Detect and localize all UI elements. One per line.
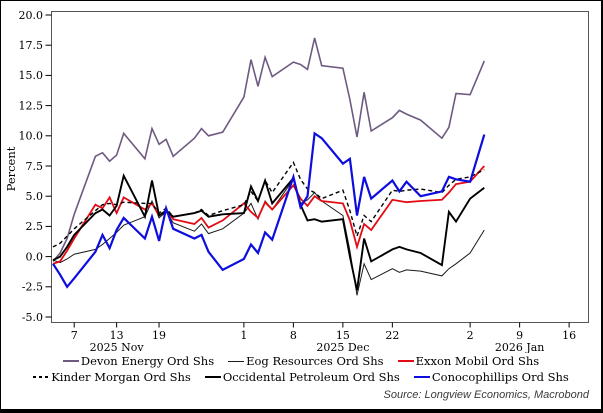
source-note: Source: Longview Economics, Macrobond [383,389,589,401]
y-tick-label: -5.0 [22,311,43,324]
y-tick-label: 7.5 [26,160,44,173]
x-tick-label: 22 [385,329,399,342]
x-tick-label: 15 [336,329,350,342]
legend-swatch-exxon-mobil-ord-shs [397,360,414,362]
legend-item-kinder-morgan-ord-shs: Kinder Morgan Ord Shs [33,370,191,384]
legend-label: Devon Energy Ord Shs [80,354,215,368]
legend-swatch-devon-energy-ord-shs [62,360,79,362]
series-line-exxon-mobil-ord-shs [52,165,485,265]
x-month-label: 2025 Dec [316,341,369,353]
y-tick-label: 0.0 [26,250,44,263]
legend-item-devon-energy-ord-shs: Devon Energy Ord Shs [62,354,215,368]
y-tick-label: 10.0 [19,130,44,143]
legend-label: Occidental Petroleum Ord Shs [222,370,400,384]
legend-item-conocophillips-ord-shs: Conocophillips Ord Shs [413,370,569,384]
y-axis-title: Percent [4,146,18,192]
legend-label: Conocophillips Ord Shs [431,370,569,384]
legend-swatch-conocophillips-ord-shs [413,376,430,378]
series-line-occidental-petroleum-ord-shs [52,172,485,291]
x-month-label: 2025 Nov [90,341,145,353]
x-tick-label: 9 [516,329,523,342]
legend-item-exxon-mobil-ord-shs: Exxon Mobil Ord Shs [397,354,540,368]
legend-swatch-kinder-morgan-ord-shs [33,376,50,378]
legend-label: Eog Resources Ord Shs [246,354,384,368]
x-tick-label: 7 [71,329,78,342]
line-chart: 20.0 17.5 15.0 12.5 10.0 7.5 5.0 2.5 0.0 -2.5 -5.0… [19,9,589,353]
plot-border [51,11,589,323]
series-line-devon-energy-ord-shs [52,37,486,262]
legend-swatch-eog-resources-ord-shs [228,360,245,362]
x-tick-label: 13 [110,329,124,342]
y-tick-label: 15.0 [19,69,44,82]
legend-item-eog-resources-ord-shs: Eog Resources Ord Shs [228,354,384,368]
legend-label: Exxon Mobil Ord Shs [415,354,540,368]
y-tick-label: 17.5 [19,39,44,52]
y-tick-label: 20.0 [19,9,44,22]
y-tick-label: 2.5 [26,220,44,233]
x-month-label: 2026 Jan [495,341,545,353]
x-tick-label: 2 [467,329,474,342]
x-tick-label: 1 [240,329,247,342]
y-tick-label: 5.0 [26,190,44,203]
legend-swatch-occidental-petroleum-ord-shs [204,376,221,378]
y-tick-label: 12.5 [19,99,44,112]
x-tick-label: 19 [152,329,166,342]
legend-item-occidental-petroleum-ord-shs: Occidental Petroleum Ord Shs [204,370,400,384]
legend-label: Kinder Morgan Ord Shs [51,370,191,384]
x-tick-label: 16 [562,329,576,342]
y-tick-label: -2.5 [22,281,43,294]
series-line-conocophillips-ord-shs [52,131,486,289]
legend-row-1: Devon Energy Ord Shs Eog Resources Ord Sh… [1,353,601,369]
chart-legend: Devon Energy Ord Shs Eog Resources Ord Sh… [1,353,601,385]
legend-row-2: Kinder Morgan Ord Shs Occidental Petroleu… [1,369,601,385]
x-tick-label: 8 [290,329,297,342]
